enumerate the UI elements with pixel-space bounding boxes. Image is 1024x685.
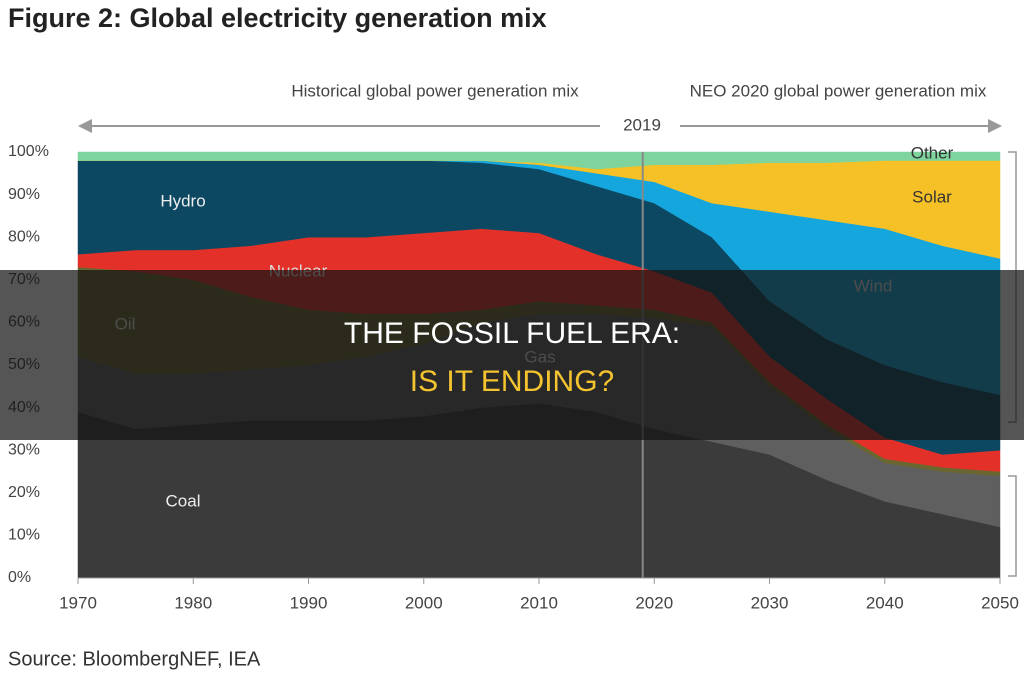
- y-tick-label: 10%: [8, 527, 40, 544]
- chart-title: Figure 2: Global electricity generation …: [8, 3, 547, 33]
- x-tick-label: 2030: [751, 593, 789, 612]
- y-tick-label: 30%: [8, 441, 40, 458]
- banner: [0, 270, 1024, 440]
- divider-label: 2019: [623, 115, 661, 134]
- area: [77, 151, 1001, 170]
- x-tick-label: 1980: [174, 593, 212, 612]
- historical-label: Historical global power generation mix: [291, 81, 579, 100]
- x-tick-label: 2040: [866, 593, 904, 612]
- arrow-head: [988, 119, 1002, 133]
- series-label: Solar: [912, 187, 952, 206]
- source: Source: BloombergNEF, IEA: [8, 648, 261, 670]
- x-tick-label: 2050: [981, 593, 1019, 612]
- x-tick-label: 1970: [59, 593, 97, 612]
- y-tick-label: 90%: [8, 186, 40, 203]
- banner-subtitle: IS IT ENDING?: [410, 365, 615, 398]
- x-tick-label: 2000: [405, 593, 443, 612]
- y-tick-label: 100%: [8, 143, 49, 160]
- series-label: Other: [911, 143, 954, 162]
- arrow-head: [78, 119, 92, 133]
- y-tick-label: 0%: [8, 569, 31, 586]
- y-tick-label: 80%: [8, 228, 40, 245]
- forecast-label: NEO 2020 global power generation mix: [690, 81, 987, 100]
- banner-title: THE FOSSIL FUEL ERA:: [344, 317, 680, 350]
- x-tick-label: 2010: [520, 593, 558, 612]
- series-label: Coal: [166, 491, 201, 510]
- y-tick-label: 20%: [8, 484, 40, 501]
- series-label: Hydro: [160, 191, 205, 210]
- x-tick-label: 1990: [290, 593, 328, 612]
- x-tick-label: 2020: [635, 593, 673, 612]
